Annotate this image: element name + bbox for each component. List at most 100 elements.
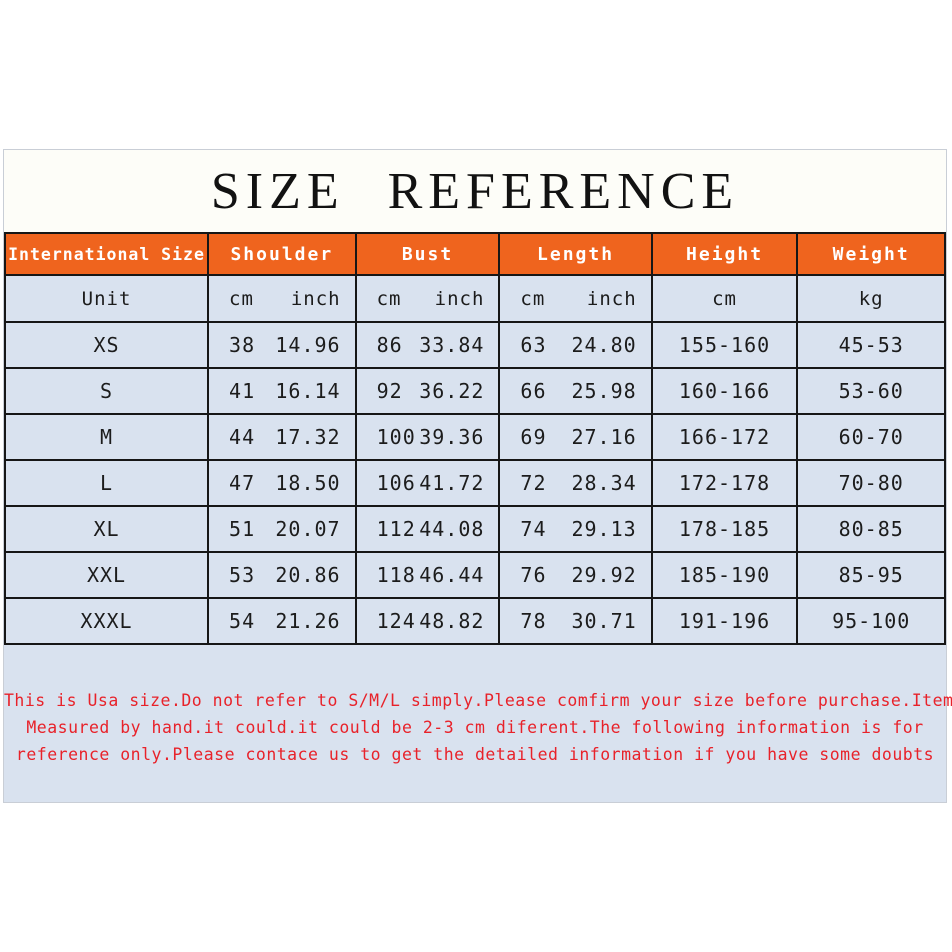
height-cell: 185-190	[650, 551, 799, 599]
shoulder-cell: 53 20.86	[210, 563, 354, 587]
length-cm-value: 72	[520, 471, 547, 495]
shoulder-cm-value: 51	[229, 517, 256, 541]
length-cell: 63 24.80	[501, 333, 649, 357]
size-table: International Size Shoulder Bust Length …	[3, 232, 946, 645]
shoulder-cell: 44 17.32	[210, 425, 354, 449]
table-row-s: S 41 16.14 92 36.22 66 25.98 160-166 53-60	[3, 367, 946, 415]
bust-inch-value: 33.84	[419, 333, 485, 357]
unit-row: Unit cm inch cm inch cm inch cm kg	[3, 274, 946, 323]
table-row-xs: XS 38 14.96 86 33.84 63 24.80 155-160 45-53	[3, 321, 946, 369]
note-line-1: This is Usa size.Do not refer to S/M/L s…	[4, 691, 952, 710]
size-reference-card: SIZE REFERENCE International Size Should…	[3, 149, 952, 803]
length-cm-value: 63	[520, 333, 547, 357]
bust-inch-value: 36.22	[419, 379, 485, 403]
length-cm-value: 78	[520, 609, 547, 633]
length-cm-value: 74	[520, 517, 547, 541]
weight-cell: 85-95	[796, 551, 946, 599]
header-row: International Size Shoulder Bust Length …	[3, 232, 946, 276]
column-header-bust: Bust	[354, 232, 501, 276]
bust-inch-value: 44.08	[419, 517, 485, 541]
column-header-international-size: International Size	[3, 232, 210, 276]
shoulder-cm-value: 54	[229, 609, 256, 633]
column-header-shoulder: Shoulder	[207, 232, 357, 276]
table-row-l: L 47 18.50 106 41.72 72 28.34 172-178 70-80	[3, 459, 946, 507]
size-cell: XXL	[3, 551, 210, 599]
unit-length: cm inch	[501, 287, 649, 310]
unit-shoulder: cm inch	[210, 287, 354, 310]
shoulder-cell: 51 20.07	[210, 517, 354, 541]
table-row-m: M 44 17.32 100 39.36 69 27.16 166-172 60-70	[3, 413, 946, 461]
shoulder-inch-value: 14.96	[275, 333, 341, 357]
weight-cell: 53-60	[796, 367, 946, 415]
unit-shoulder-cm: cm	[229, 287, 254, 310]
shoulder-cell: 47 18.50	[210, 471, 354, 495]
table-row-xxxl: XXXL 54 21.26 124 48.82 78 30.71 191-196 95…	[3, 597, 946, 645]
length-cell: 69 27.16	[501, 425, 649, 449]
bust-cm-value: 124	[376, 609, 416, 633]
bust-inch-value: 46.44	[419, 563, 485, 587]
note-section: This is Usa size.Do not refer to S/M/L s…	[4, 645, 952, 768]
unit-label: Unit	[3, 274, 210, 323]
bust-cell: 112 44.08	[358, 517, 498, 541]
table-row-xl: XL 51 20.07 112 44.08 74 29.13 178-185 80-8…	[3, 505, 946, 553]
height-cell: 172-178	[650, 459, 799, 507]
weight-cell: 95-100	[796, 597, 946, 645]
shoulder-inch-value: 18.50	[275, 471, 341, 495]
shoulder-cm-value: 41	[229, 379, 256, 403]
bust-cm-value: 92	[376, 379, 403, 403]
height-cell: 160-166	[650, 367, 799, 415]
length-inch-value: 28.34	[571, 471, 637, 495]
length-cm-value: 66	[520, 379, 547, 403]
weight-cell: 60-70	[796, 413, 946, 461]
shoulder-inch-value: 20.07	[275, 517, 341, 541]
length-cell: 78 30.71	[501, 609, 649, 633]
shoulder-cell: 38 14.96	[210, 333, 354, 357]
bust-cm-value: 106	[376, 471, 416, 495]
shoulder-cm-value: 38	[229, 333, 256, 357]
size-cell: S	[3, 367, 210, 415]
shoulder-inch-value: 17.32	[275, 425, 341, 449]
length-inch-value: 27.16	[571, 425, 637, 449]
bust-cell: 100 39.36	[358, 425, 498, 449]
size-cell: L	[3, 459, 210, 507]
height-cell: 155-160	[650, 321, 799, 369]
unit-weight: kg	[796, 274, 946, 323]
shoulder-cm-value: 47	[229, 471, 256, 495]
length-inch-value: 29.92	[571, 563, 637, 587]
column-header-height: Height	[650, 232, 799, 276]
column-header-weight: Weight	[796, 232, 946, 276]
unit-shoulder-inch: inch	[290, 287, 341, 310]
height-cell: 166-172	[650, 413, 799, 461]
length-cm-value: 76	[520, 563, 547, 587]
unit-bust: cm inch	[358, 287, 498, 310]
shoulder-cell: 41 16.14	[210, 379, 354, 403]
note-line-2: Measured by hand.it could.it could be 2-…	[26, 718, 924, 737]
bust-cell: 86 33.84	[358, 333, 498, 357]
length-cell: 72 28.34	[501, 471, 649, 495]
bust-cell: 118 46.44	[358, 563, 498, 587]
bust-cell: 124 48.82	[358, 609, 498, 633]
note-line-3: reference only.Please contace us to get …	[15, 745, 935, 764]
bust-inch-value: 41.72	[419, 471, 485, 495]
size-cell: XS	[3, 321, 210, 369]
size-cell: XXXL	[3, 597, 210, 645]
length-cell: 74 29.13	[501, 517, 649, 541]
column-header-length: Length	[498, 232, 653, 276]
unit-bust-cm: cm	[376, 287, 402, 310]
bust-cm-value: 86	[376, 333, 403, 357]
shoulder-cell: 54 21.26	[210, 609, 354, 633]
length-cell: 76 29.92	[501, 563, 649, 587]
size-cell: M	[3, 413, 210, 461]
bust-inch-value: 39.36	[419, 425, 485, 449]
shoulder-cm-value: 53	[229, 563, 256, 587]
length-inch-value: 30.71	[571, 609, 637, 633]
title-band: SIZE REFERENCE	[4, 150, 946, 232]
shoulder-inch-value: 21.26	[275, 609, 341, 633]
size-cell: XL	[3, 505, 210, 553]
unit-length-inch: inch	[586, 287, 637, 310]
unit-bust-inch: inch	[434, 287, 485, 310]
length-cm-value: 69	[520, 425, 547, 449]
length-inch-value: 25.98	[571, 379, 637, 403]
bust-cm-value: 112	[376, 517, 416, 541]
